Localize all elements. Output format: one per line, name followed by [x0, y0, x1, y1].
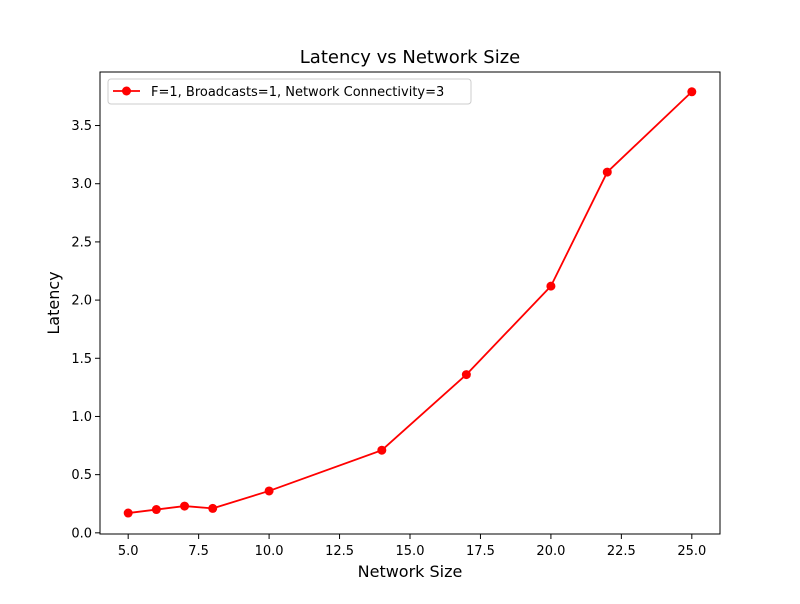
data-point	[687, 87, 697, 97]
legend: F=1, Broadcasts=1, Network Connectivity=…	[107, 78, 472, 105]
data-point	[151, 505, 161, 515]
y-tick-label: 2.5	[71, 235, 92, 250]
y-tick-label: 0.5	[71, 468, 92, 483]
series-layer	[123, 87, 697, 518]
x-tick-label: 10.0	[255, 544, 284, 559]
legend-box	[107, 78, 472, 105]
x-axis: 5.0 7.5 10.0 12.5 15.0 17.5 20.0 22.5 25.0	[118, 534, 706, 559]
data-point	[461, 370, 471, 380]
x-tick-label: 22.5	[607, 544, 636, 559]
data-point	[264, 486, 274, 496]
data-point	[180, 501, 190, 511]
y-tick-label: 3.0	[71, 177, 92, 192]
series-line	[128, 91, 693, 514]
data-point	[546, 281, 556, 291]
y-tick-label: 1.0	[71, 410, 92, 425]
data-point	[123, 508, 133, 518]
x-axis-label: Network Size	[358, 562, 463, 581]
legend-label: F=1, Broadcasts=1, Network Connectivity=…	[151, 85, 444, 100]
data-point	[602, 167, 612, 177]
x-tick-label: 17.5	[466, 544, 495, 559]
x-tick-label: 15.0	[396, 544, 425, 559]
legend-marker-swatch	[122, 86, 131, 96]
x-tick-label: 25.0	[677, 544, 706, 559]
y-axis-label: Latency	[44, 271, 63, 334]
x-tick-label: 7.5	[188, 544, 209, 559]
data-point	[377, 445, 387, 455]
x-tick-label: 5.0	[118, 544, 139, 559]
chart-title: Latency vs Network Size	[300, 47, 520, 68]
y-tick-label: 2.0	[71, 294, 92, 309]
y-tick-label: 3.5	[71, 119, 92, 134]
x-tick-label: 20.0	[536, 544, 565, 559]
y-tick-label: 1.5	[71, 352, 92, 367]
data-point	[208, 503, 218, 513]
y-tick-label: 0.0	[71, 526, 92, 541]
x-tick-label: 12.5	[325, 544, 354, 559]
y-axis: 0.0 0.5 1.0 1.5 2.0 2.5 3.0 3.5	[71, 119, 100, 541]
